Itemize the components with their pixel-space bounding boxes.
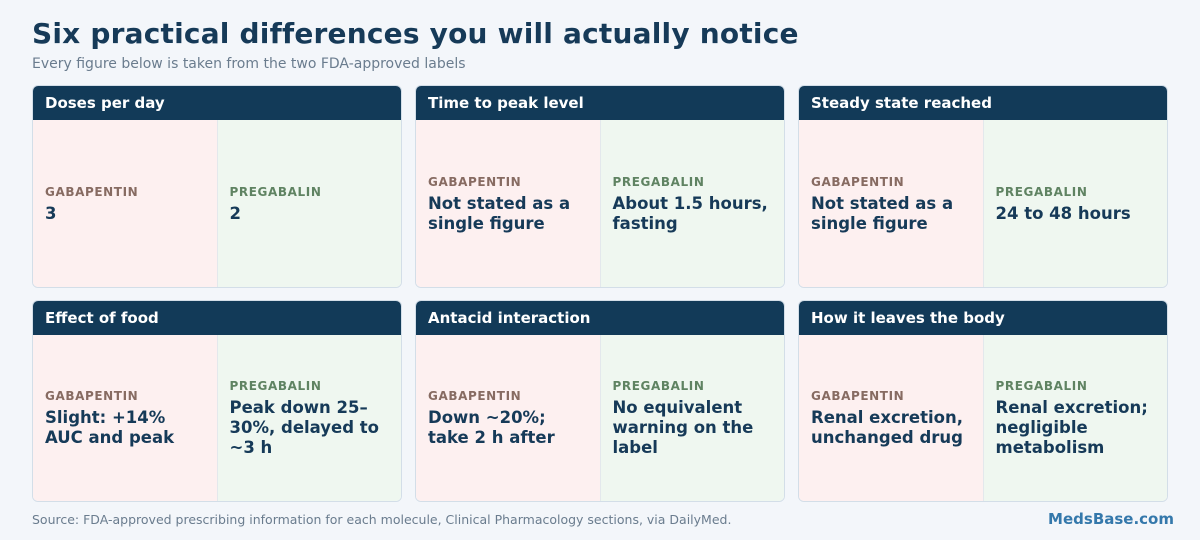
gabapentin-value: Down ~20%; take 2 h after (428, 408, 555, 447)
pregabalin-panel: PREGABALIN No equivalent warning on the … (600, 335, 784, 501)
pregabalin-value: 24 to 48 hours (995, 203, 1131, 223)
pregabalin-panel: PREGABALIN Peak down 25–30%, delayed to … (217, 335, 401, 501)
pregabalin-value: Renal excretion; negligible metabolism (995, 398, 1148, 457)
gabapentin-value: 3 (45, 203, 57, 223)
pregabalin-panel: PREGABALIN 2 (217, 120, 401, 287)
pregabalin-label: PREGABALIN (229, 184, 322, 199)
card-body: GABAPENTIN 3 PREGABALIN 2 (33, 120, 401, 287)
card-body: GABAPENTIN Slight: +14% AUC and peak PRE… (33, 335, 401, 501)
card-effect-of-food: Effect of food GABAPENTIN Slight: +14% A… (32, 300, 402, 502)
gabapentin-label: GABAPENTIN (811, 174, 905, 189)
pregabalin-label: PREGABALIN (229, 379, 322, 393)
card-body: GABAPENTIN Not stated as a single figure… (799, 120, 1167, 287)
gabapentin-panel: GABAPENTIN Renal excretion, unchanged dr… (799, 335, 984, 501)
pregabalin-value: About 1.5 hours, fasting (612, 193, 768, 233)
gabapentin-value: Not stated as a single figure (811, 193, 954, 233)
source-note: Source: FDA-approved prescribing informa… (32, 512, 732, 527)
card-title: Steady state reached (799, 86, 1167, 120)
gabapentin-label: GABAPENTIN (811, 389, 905, 403)
gabapentin-panel: GABAPENTIN Slight: +14% AUC and peak (33, 335, 218, 501)
pregabalin-panel: PREGABALIN 24 to 48 hours (983, 120, 1167, 287)
gabapentin-panel: GABAPENTIN Down ~20%; take 2 h after (416, 335, 601, 501)
gabapentin-panel: GABAPENTIN Not stated as a single figure (799, 120, 984, 287)
pregabalin-label: PREGABALIN (612, 379, 705, 393)
card-doses-per-day: Doses per day GABAPENTIN 3 PREGABALIN 2 (32, 85, 402, 288)
card-elimination: How it leaves the body GABAPENTIN Renal … (798, 300, 1168, 502)
gabapentin-label: GABAPENTIN (428, 389, 522, 403)
pregabalin-label: PREGABALIN (612, 174, 705, 189)
brand-wordmark: MedsBase.com (1048, 510, 1174, 528)
pregabalin-label: PREGABALIN (995, 184, 1088, 199)
gabapentin-panel: GABAPENTIN Not stated as a single figure (416, 120, 601, 287)
gabapentin-value: Slight: +14% AUC and peak (45, 408, 175, 447)
pregabalin-label: PREGABALIN (995, 379, 1088, 393)
card-title: Antacid interaction (416, 301, 784, 335)
page-title: Six practical differences you will actua… (32, 17, 799, 50)
pregabalin-value: Peak down 25–30%, delayed to ~3 h (229, 398, 380, 457)
page-subtitle: Every figure below is taken from the two… (32, 56, 466, 72)
card-body: GABAPENTIN Not stated as a single figure… (416, 120, 784, 287)
gabapentin-panel: GABAPENTIN 3 (33, 120, 218, 287)
card-time-to-peak: Time to peak level GABAPENTIN Not stated… (415, 85, 785, 288)
comparison-grid: Doses per day GABAPENTIN 3 PREGABALIN 2 … (32, 85, 1168, 502)
card-title: Doses per day (33, 86, 401, 120)
pregabalin-value: No equivalent warning on the label (612, 398, 754, 457)
card-body: GABAPENTIN Down ~20%; take 2 h after PRE… (416, 335, 784, 501)
card-title: How it leaves the body (799, 301, 1167, 335)
card-title: Effect of food (33, 301, 401, 335)
gabapentin-value: Renal excretion, unchanged drug (811, 408, 964, 447)
card-steady-state: Steady state reached GABAPENTIN Not stat… (798, 85, 1168, 288)
gabapentin-value: Not stated as a single figure (428, 193, 571, 233)
pregabalin-panel: PREGABALIN Renal excretion; negligible m… (983, 335, 1167, 501)
gabapentin-label: GABAPENTIN (45, 389, 139, 403)
card-body: GABAPENTIN Renal excretion, unchanged dr… (799, 335, 1167, 501)
pregabalin-value: 2 (229, 203, 241, 223)
pregabalin-panel: PREGABALIN About 1.5 hours, fasting (600, 120, 784, 287)
card-title: Time to peak level (416, 86, 784, 120)
gabapentin-label: GABAPENTIN (45, 184, 139, 199)
gabapentin-label: GABAPENTIN (428, 174, 522, 189)
card-antacid-interaction: Antacid interaction GABAPENTIN Down ~20%… (415, 300, 785, 502)
